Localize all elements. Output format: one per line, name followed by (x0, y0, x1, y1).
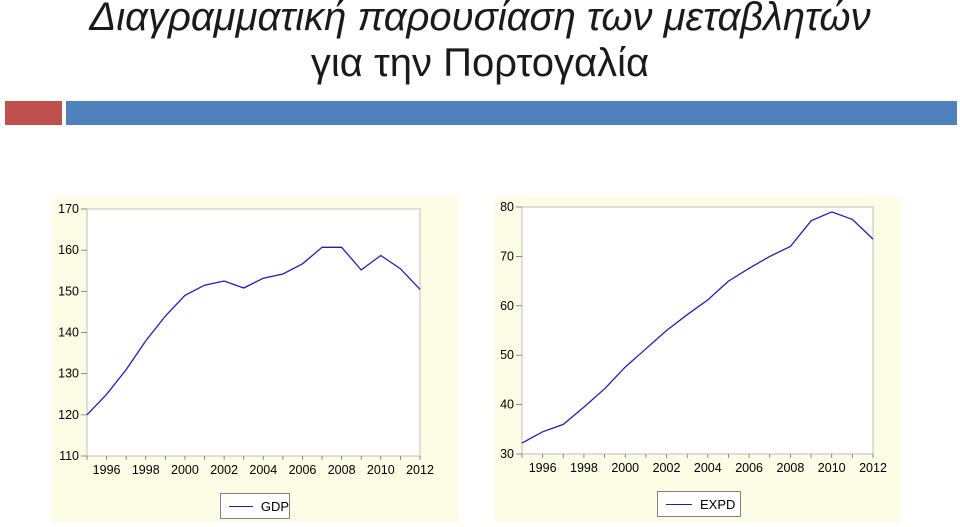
gdp-legend-swatch (229, 505, 253, 507)
expd-y-tick-label: 50 (500, 348, 514, 362)
expd-plot-area (521, 206, 874, 455)
gdp-chart: 110 120 130 140 150 160 170 1996 1998 2000 2002 200… (58, 202, 434, 477)
expd-y-tick-label: 80 (500, 200, 514, 214)
expd-legend-label: EXPD (700, 496, 736, 512)
gdp-x-tick-label: 2000 (171, 463, 199, 477)
gdp-y-tick-label: 110 (59, 449, 79, 463)
expd-x-tick-label: 2006 (735, 461, 763, 475)
slide-title-line2: για την Πορτογαλία (310, 41, 650, 85)
expd-x-tick-label: 2008 (777, 461, 805, 475)
expd-x-tick-label: 2000 (611, 461, 639, 475)
expd-y-tick-label: 30 (500, 447, 514, 461)
expd-legend: EXPD (657, 491, 741, 517)
gdp-y-tick-label: 170 (58, 202, 79, 216)
expd-y-tick-label: 40 (500, 398, 514, 412)
expd-chart-panel: 30 40 50 60 70 80 1996 1998 2000 2002 2004 2006 2008… (495, 197, 900, 522)
expd-x-tick-label: 2002 (653, 461, 681, 475)
gdp-chart-panel: 110 120 130 140 150 160 170 1996 1998 2000 2002 200… (52, 197, 458, 522)
accent-bar-blue (66, 101, 957, 125)
accent-bar-red (5, 101, 62, 125)
expd-x-tick-label: 1998 (570, 461, 598, 475)
gdp-y-tick-label: 120 (58, 408, 79, 422)
gdp-x-tick-label: 2012 (406, 463, 434, 477)
gdp-x-tick-label: 2002 (210, 463, 238, 477)
expd-series-line (521, 211, 874, 444)
gdp-series-line (86, 246, 421, 416)
expd-x-tick-label: 2004 (694, 461, 722, 475)
gdp-plot-area (86, 208, 421, 457)
expd-y-tick-label: 60 (500, 299, 514, 313)
slide-title: Διαγραμματική παρουσίαση των μεταβλητών … (0, 0, 960, 86)
gdp-y-tick-label: 140 (58, 326, 79, 340)
gdp-x-tick-label: 2008 (328, 463, 356, 477)
gdp-x-tick-label: 2010 (367, 463, 395, 477)
gdp-x-tick-label: 1996 (93, 463, 121, 477)
gdp-x-tick-label: 1998 (132, 463, 160, 477)
gdp-y-tick-label: 130 (58, 367, 79, 381)
gdp-legend-label: GDP (260, 498, 289, 514)
slide-title-line1: Διαγραμματική παρουσίαση των μεταβλητών (89, 0, 871, 39)
expd-x-tick-label: 2012 (859, 461, 887, 475)
expd-chart: 30 40 50 60 70 80 1996 1998 2000 2002 2004 2006 2008… (500, 200, 887, 475)
expd-legend-swatch (666, 503, 692, 505)
gdp-legend: GDP (220, 493, 290, 519)
gdp-y-tick-label: 150 (58, 284, 79, 298)
gdp-x-tick-label: 2006 (289, 463, 317, 477)
expd-y-tick-label: 70 (500, 249, 514, 263)
expd-x-tick-label: 2010 (818, 461, 846, 475)
expd-x-tick-label: 1996 (529, 461, 557, 475)
gdp-y-tick-label: 160 (58, 243, 79, 257)
gdp-x-tick-label: 2004 (249, 463, 277, 477)
